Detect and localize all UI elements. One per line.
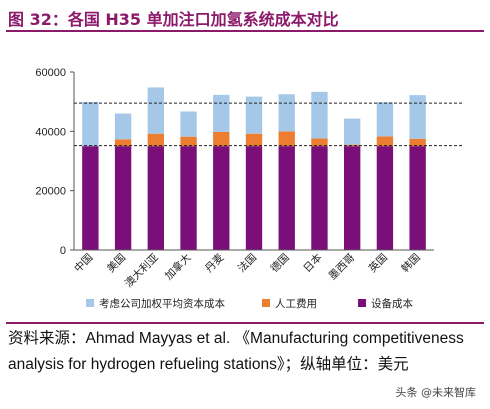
watermark: 头条 @未来智库: [391, 383, 480, 401]
bar-segment: [114, 139, 132, 147]
bar-segment: [344, 144, 361, 147]
x-tick-label: 丹麦: [203, 251, 227, 275]
title-divider: [6, 30, 484, 32]
legend-label: 考虑公司加权平均资本成本: [99, 297, 225, 310]
bar-segment: [311, 91, 328, 139]
footer-divider: [6, 322, 484, 324]
x-tick-label: 墨西哥: [327, 252, 358, 283]
reference-lines: [74, 102, 462, 147]
bar-segment: [376, 102, 394, 137]
bar-segment: [344, 118, 361, 145]
x-tick-label: 中国: [71, 251, 95, 275]
y-tick-label: 20000: [35, 186, 66, 198]
bar-segment: [409, 95, 426, 139]
y-tick-label: 0: [60, 245, 66, 257]
bar-segment: [278, 94, 295, 132]
bar-segment: [245, 96, 263, 134]
legend-swatch: [262, 299, 270, 307]
bar-segment: [409, 138, 426, 147]
stacked-bar-chart: 0 20000 40000 60000 中国 美国澳大利亚 加拿大 丹麦 法国 德国 日本 墨西哥英…: [35, 67, 462, 310]
x-tick-label: 德国: [268, 251, 292, 275]
bar-segment: [82, 146, 99, 250]
bar-segment: [409, 146, 426, 250]
bar-segment: [147, 146, 164, 250]
bar-segment: [213, 146, 230, 250]
bar-segment: [278, 131, 295, 147]
x-tick-label: 日本: [301, 251, 325, 275]
bar-segment: [311, 146, 328, 250]
y-axis: 0 20000 40000 60000: [35, 67, 75, 257]
legend-label: 设备成本: [371, 297, 413, 310]
x-tick-label: 法国: [235, 251, 259, 275]
x-tick-label: 英国: [366, 251, 390, 275]
bar-segment: [213, 94, 230, 132]
y-tick-label: 40000: [35, 126, 66, 138]
bar-segment: [311, 138, 328, 147]
bar-segment: [82, 101, 99, 147]
bar-segment: [245, 146, 263, 250]
x-tick-label: 加拿大: [162, 251, 194, 283]
y-tick-label: 60000: [35, 67, 66, 79]
bars: [82, 87, 426, 250]
figure-title: 图 32：各国 H35 单加注口加氢系统成本对比: [8, 10, 339, 29]
bar-segment: [147, 133, 164, 147]
legend-swatch: [86, 299, 94, 307]
bar-segment: [245, 133, 263, 147]
bar-segment: [180, 136, 197, 147]
source-note: 资料来源：Ahmad Mayyas et al. 《Manufacturing …: [8, 330, 464, 373]
bar-segment: [114, 113, 132, 140]
x-tick-label: 美国: [104, 251, 128, 275]
bar-segment: [376, 136, 394, 147]
bar-segment: [344, 146, 361, 250]
bar-segment: [376, 146, 394, 250]
bar-segment: [278, 146, 295, 250]
legend: 考虑公司加权平均资本成本 人工费用 设备成本: [86, 297, 413, 310]
bar-segment: [180, 146, 197, 250]
bar-segment: [180, 111, 197, 137]
x-tick-label: 澳大利亚: [122, 251, 161, 290]
bar-segment: [147, 87, 164, 134]
legend-swatch: [358, 299, 366, 307]
bar-segment: [213, 131, 230, 147]
x-tick-label: 韩国: [399, 251, 423, 275]
bar-segment: [114, 146, 132, 250]
legend-label: 人工费用: [275, 297, 317, 310]
